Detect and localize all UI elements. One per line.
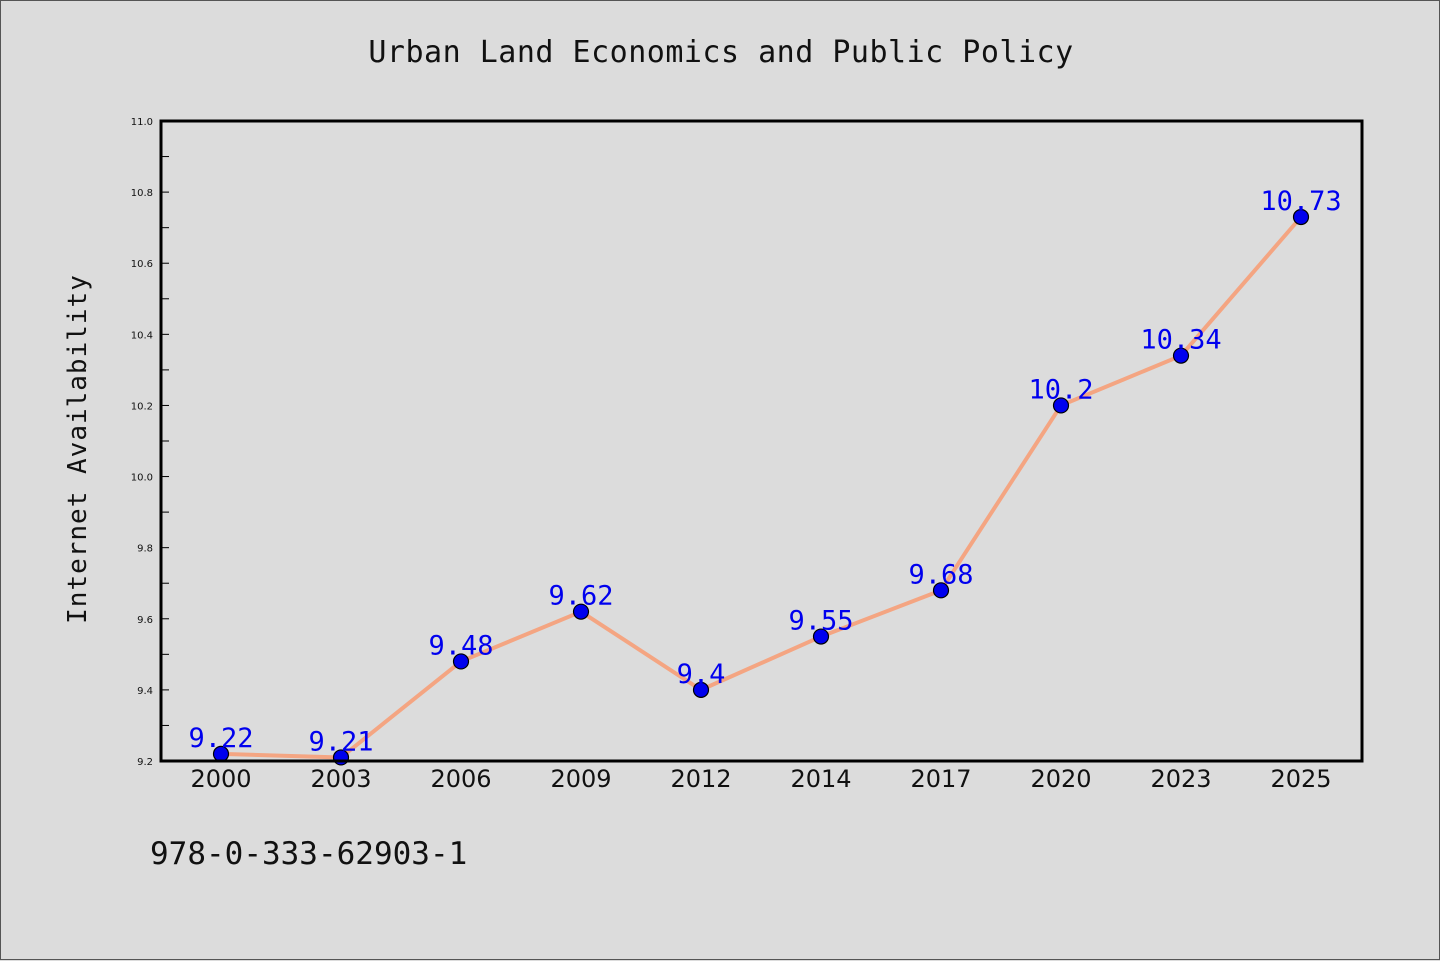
data-label: 9.62 bbox=[548, 581, 613, 612]
y-tick-label: 9.2 bbox=[137, 757, 153, 768]
data-label: 9.55 bbox=[788, 606, 853, 637]
x-tick-label: 2009 bbox=[550, 765, 611, 793]
series-markers bbox=[212, 208, 1310, 766]
x-tick-label: 2023 bbox=[1150, 765, 1211, 793]
data-label: 9.22 bbox=[188, 723, 253, 754]
x-tick-label: 2020 bbox=[1030, 765, 1091, 793]
data-label: 10.34 bbox=[1140, 325, 1221, 356]
data-point bbox=[692, 681, 710, 698]
y-tick-label: 9.4 bbox=[137, 686, 153, 697]
data-label: 9.21 bbox=[308, 726, 373, 757]
series-lines bbox=[219, 215, 1303, 760]
x-tick-label: 2000 bbox=[190, 765, 251, 793]
y-tick-label: 10.4 bbox=[131, 330, 153, 341]
isbn-text: 978-0-333-62903-1 bbox=[150, 836, 468, 872]
y-tick-label: 10.8 bbox=[131, 188, 153, 199]
y-tick-label: 9.8 bbox=[137, 544, 153, 555]
data-label: 9.4 bbox=[677, 659, 726, 690]
x-tick-label: 2017 bbox=[910, 765, 971, 793]
data-point bbox=[1052, 397, 1070, 414]
y-tick-label: 10.0 bbox=[131, 473, 153, 484]
data-point bbox=[572, 603, 590, 620]
y-axis-tick-labels: 9.2 9.4 9.6 9.8 10.0 10.2 10.4 10.6 10.8 11.0 bbox=[131, 117, 153, 768]
data-label: 9.68 bbox=[908, 559, 973, 590]
data-point bbox=[1172, 347, 1190, 364]
y-tick-label: 9.6 bbox=[137, 615, 153, 626]
x-tick-label: 2012 bbox=[670, 765, 731, 793]
x-tick-label: 2025 bbox=[1270, 765, 1331, 793]
data-point bbox=[1292, 208, 1310, 226]
data-labels: 9.22 9.21 9.48 9.62 9.4 9.55 9.68 10.2 10.34 10.7… bbox=[188, 186, 1341, 757]
data-label: 9.48 bbox=[428, 630, 493, 661]
y-tick-label: 11.0 bbox=[131, 117, 153, 128]
chart-title: Urban Land Economics and Public Policy bbox=[368, 35, 1074, 70]
y-tick-label: 10.2 bbox=[131, 401, 153, 412]
x-tick-label: 2014 bbox=[790, 765, 851, 793]
plot-frame bbox=[159, 119, 1364, 763]
x-tick-label: 2003 bbox=[310, 765, 371, 793]
y-tick-label: 10.6 bbox=[131, 259, 153, 270]
x-axis-tick-labels: 2000 2003 2006 2009 2012 2014 2017 2020 2023 2025 bbox=[190, 765, 1331, 793]
series-line bbox=[219, 215, 1303, 760]
data-point bbox=[812, 628, 830, 645]
data-point bbox=[932, 582, 950, 599]
data-label: 10.2 bbox=[1028, 374, 1093, 405]
x-tick-label: 2006 bbox=[430, 765, 491, 793]
data-point bbox=[452, 653, 470, 670]
data-label: 10.73 bbox=[1260, 186, 1341, 217]
